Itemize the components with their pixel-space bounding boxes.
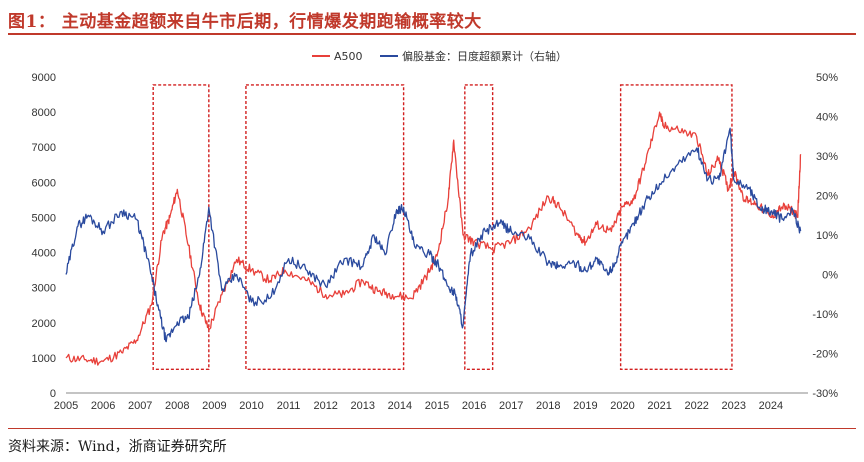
x-tick: 2007: [128, 400, 152, 412]
x-tick: 2015: [425, 400, 449, 412]
y-left-tick: 8000: [32, 107, 56, 119]
y-left-tick: 3000: [32, 283, 56, 295]
series-lines: [65, 111, 802, 366]
y-right-ticks: -30% -20% -10% 0% 10% 20% 30% 40% 50%: [812, 72, 838, 400]
y-right-tick: 0%: [822, 270, 838, 282]
legend-label-fund: 偏股基金：日度超额累计（右轴）: [402, 49, 567, 63]
y-right-tick: -20%: [812, 349, 838, 361]
x-tick: 2008: [165, 400, 189, 412]
x-tick: 2014: [388, 400, 412, 412]
title-rule: [8, 33, 856, 35]
legend-label-a500: A500: [334, 50, 363, 63]
y-right-tick: 30%: [816, 151, 838, 163]
source-note: 资料来源：Wind，浙商证券研究所: [8, 439, 227, 455]
series-line-a500: [65, 111, 802, 366]
x-tick: 2024: [759, 400, 783, 412]
x-tick: 2012: [313, 400, 337, 412]
x-tick: 2023: [722, 400, 746, 412]
highlight-box-3: [464, 84, 494, 370]
y-left-tick: 7000: [32, 142, 56, 154]
series-line-fund: [65, 127, 802, 343]
x-ticks: 2005 2006 2007 2008 2009 2010 2011 2012 2013 2014…: [54, 400, 783, 412]
x-tick: 2009: [202, 400, 226, 412]
y-right-tick: 50%: [816, 72, 838, 84]
y-right-tick: 40%: [816, 112, 838, 124]
y-right-tick: 10%: [816, 230, 838, 242]
x-tick: 2016: [462, 400, 486, 412]
y-left-tick: 6000: [32, 177, 56, 189]
x-tick: 2006: [91, 400, 115, 412]
y-left-ticks: 0 1000 2000 3000 4000 5000 6000 7000 8000 9000: [32, 72, 56, 400]
y-right-tick: 20%: [816, 191, 838, 203]
x-tick: 2022: [684, 400, 708, 412]
figure-title: 图1： 主动基金超额来自牛市后期，行情爆发期跑输概率较大: [8, 12, 482, 32]
x-tick: 2021: [647, 400, 671, 412]
x-tick: 2010: [239, 400, 263, 412]
x-tick: 2005: [54, 400, 78, 412]
highlight-box-1: [152, 84, 210, 370]
highlight-box-2: [245, 84, 405, 370]
x-tick: 2020: [610, 400, 634, 412]
x-tick: 2018: [536, 400, 560, 412]
y-left-tick: 9000: [32, 72, 56, 84]
x-tick: 2019: [573, 400, 597, 412]
y-right-tick: -10%: [812, 309, 838, 321]
y-left-tick: 5000: [32, 212, 56, 224]
source-rule: [8, 428, 856, 429]
y-left-tick: 4000: [32, 248, 56, 260]
y-left-tick: 2000: [32, 318, 56, 330]
y-left-tick: 1000: [32, 353, 56, 365]
chart: A500 偏股基金：日度超额累计（右轴） 0 1000 2000 3000 4000 50…: [32, 49, 839, 412]
chart-legend: A500 偏股基金：日度超额累计（右轴）: [312, 49, 567, 63]
highlight-box-4: [619, 84, 733, 370]
x-tick: 2011: [277, 400, 301, 412]
y-right-tick: -30%: [812, 388, 838, 400]
x-tick: 2017: [499, 400, 523, 412]
y-left-tick: 0: [50, 388, 56, 400]
x-tick: 2013: [351, 400, 375, 412]
